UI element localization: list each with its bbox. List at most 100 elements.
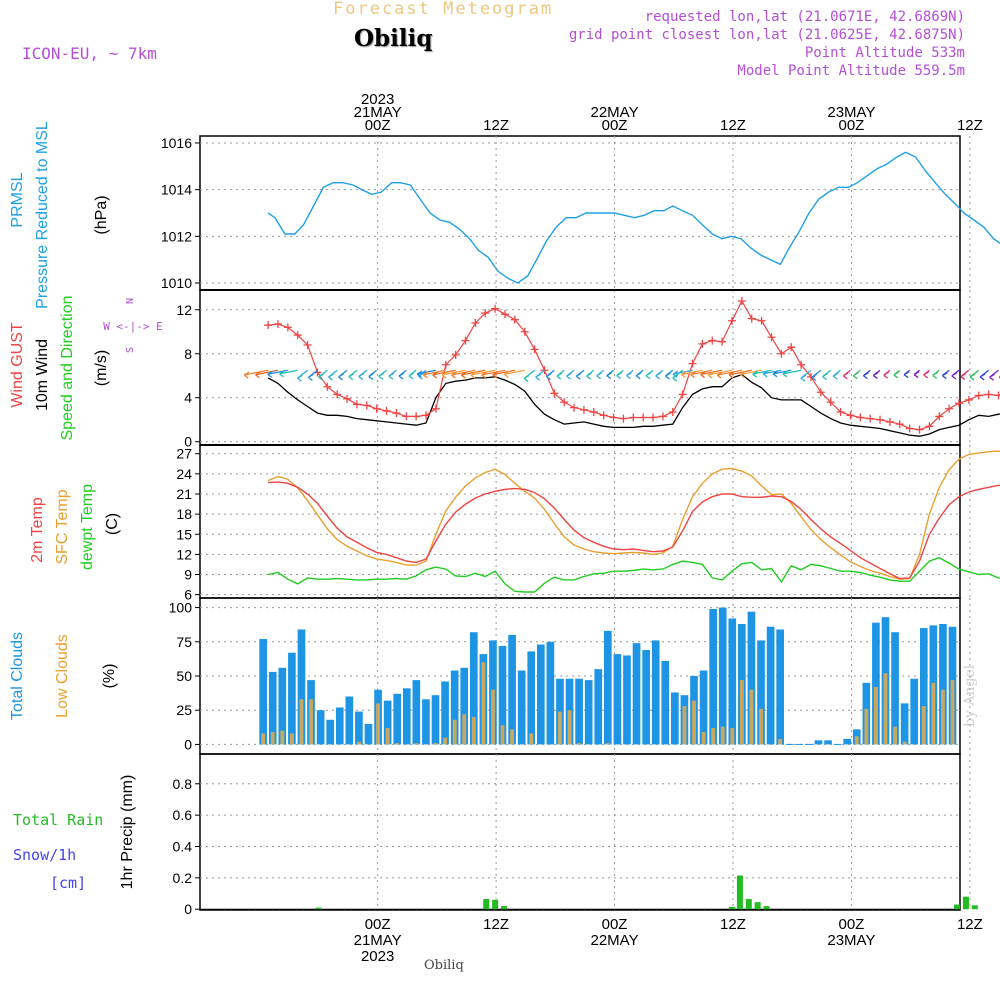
low-cloud-bar: [682, 706, 687, 745]
low-cloud-bar: [893, 726, 897, 745]
wind-direction-arrow: [635, 369, 644, 380]
low-cloud-bar: [462, 714, 467, 745]
temp-label-2m: 2m Temp: [29, 497, 46, 563]
wind-gust-marker: [668, 408, 677, 417]
total-cloud-bar: [536, 644, 545, 745]
wind-gust-marker: [678, 390, 687, 399]
time-axis-top-label: 00Z: [838, 117, 864, 134]
wind-gust-marker: [895, 420, 904, 429]
total-cloud-bar: [900, 703, 909, 745]
wind-gust-marker: [777, 349, 786, 358]
wind-gust-marker: [372, 404, 381, 413]
wind-direction-arrow: [503, 369, 525, 378]
wind-direction-arrow: [872, 369, 881, 379]
time-axis-top-label: 2023: [361, 91, 394, 108]
clouds-tick-label: 75: [176, 634, 192, 650]
wind-tick-label: 0: [184, 434, 192, 450]
wind-direction-arrow: [556, 369, 565, 380]
wind-label-10m: 10m Wind: [34, 339, 51, 411]
precip-tick-label: 0.4: [173, 839, 193, 855]
low-cloud-bar: [692, 700, 696, 745]
total-cloud-bar: [613, 654, 622, 745]
low-cloud-bar: [902, 741, 907, 745]
total-cloud-bar: [814, 740, 823, 745]
wind-direction-arrow: [707, 369, 733, 379]
wind-gust-marker: [441, 360, 450, 369]
time-axis-bottom-label: 00Z: [602, 916, 628, 933]
wind-direction-arrow: [772, 369, 792, 378]
wind-gust-marker: [431, 404, 440, 413]
wind-direction-arrow: [862, 369, 871, 380]
wind-gust-marker: [283, 323, 292, 332]
wind-direction-arrow: [279, 369, 298, 378]
low-cloud-bar: [309, 699, 313, 745]
wind-gust-marker: [718, 337, 727, 346]
wind-gust-marker: [451, 350, 460, 359]
total-cloud-bar: [642, 650, 650, 745]
time-axis-bottom-label: 23MAY: [827, 932, 875, 949]
wind-gust-marker: [491, 304, 500, 313]
wind-gust-marker: [481, 309, 490, 318]
precip-tick-label: 0: [184, 901, 192, 917]
time-axis-top-label: 21MAY: [354, 104, 402, 121]
wind-gust-marker: [945, 404, 954, 413]
wind-gust-marker: [382, 406, 391, 415]
wind-gust-marker: [836, 408, 845, 417]
total-cloud-bar: [910, 678, 919, 745]
wind-gust-marker: [905, 424, 914, 433]
wind-direction-arrow: [348, 369, 358, 381]
total-cloud-bar: [288, 652, 296, 745]
wind-gust-marker: [323, 382, 332, 391]
total-cloud-bar: [402, 688, 411, 745]
wind-label-gust: Wind GUST: [9, 322, 26, 408]
low-cloud-bar: [605, 743, 610, 745]
wind-gust-marker: [757, 316, 766, 325]
low-cloud-bar: [950, 680, 955, 745]
wind-gust-marker: [579, 405, 588, 414]
total-cloud-bar: [757, 640, 765, 745]
total-cloud-bar: [747, 611, 756, 745]
pressure-label-desc: Pressure Reduced to MSL: [34, 121, 51, 309]
total-cloud-bar: [709, 608, 717, 745]
wind-direction-arrow: [752, 369, 772, 378]
total-cloud-bar: [604, 630, 612, 745]
temp-tick-label: 6: [184, 587, 192, 603]
wind-direction-arrow: [762, 369, 782, 378]
wind-direction-arrow: [716, 369, 742, 379]
wind-tick-label: 8: [184, 346, 192, 362]
wind-gust-marker: [747, 314, 756, 323]
precip-label-snow: Snow/1h: [13, 846, 76, 864]
low-cloud-bar: [481, 662, 486, 745]
total-cloud-bar: [422, 699, 430, 745]
wind-direction-arrow: [338, 369, 348, 381]
total-cloud-bar: [326, 719, 335, 745]
wind-gust-marker: [964, 395, 973, 404]
wind-gust-marker: [639, 413, 648, 422]
wind-gust-marker: [826, 398, 835, 407]
wind-gust-marker: [935, 412, 944, 421]
wind-gust-marker: [589, 408, 598, 417]
low-cloud-bar: [854, 736, 859, 745]
requested-coords: requested lon,lat (21.0671E, 42.6869N): [644, 9, 965, 25]
temp-tick-label: 18: [176, 506, 192, 522]
wind-direction-arrow: [951, 369, 960, 380]
total-cloud-bar: [412, 680, 421, 745]
total-cloud-bar: [843, 738, 852, 745]
wind-gust-marker: [866, 414, 875, 423]
low-cloud-bar: [720, 726, 725, 745]
low-cloud-bar: [941, 689, 945, 745]
wind-tick-label: 12: [176, 302, 192, 318]
wind-direction-arrow: [492, 369, 515, 379]
clouds-tick-label: 0: [184, 736, 192, 752]
wind-gust-marker: [915, 425, 924, 434]
wind-gust-marker: [767, 333, 776, 342]
precip-bar: [483, 899, 490, 910]
time-axis-bottom-label: 00Z: [838, 916, 864, 933]
total-cloud-bar: [527, 651, 536, 745]
wind-direction-arrow: [451, 369, 476, 379]
wind-gust-marker: [560, 398, 569, 407]
compass-north: N: [125, 298, 136, 304]
temp-tick-label: 21: [176, 486, 192, 502]
wind-direction-arrow: [690, 369, 713, 379]
wind-direction-arrow: [596, 369, 605, 380]
